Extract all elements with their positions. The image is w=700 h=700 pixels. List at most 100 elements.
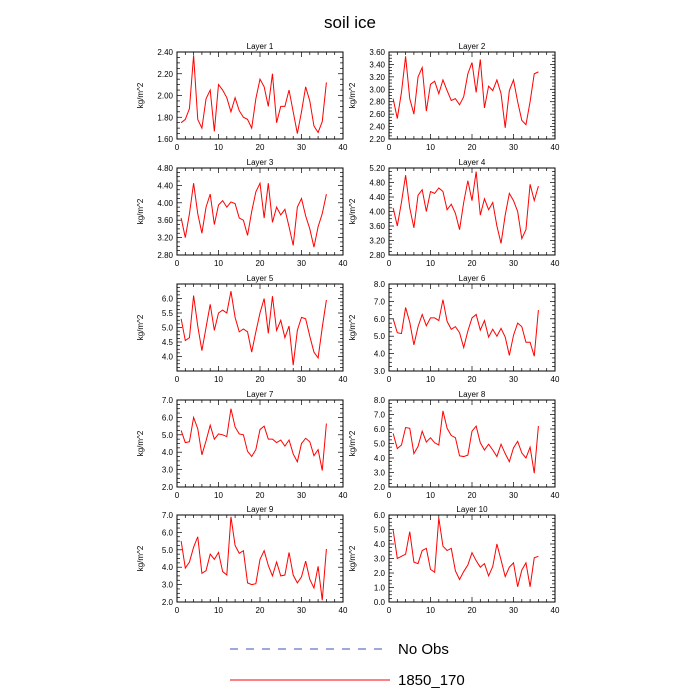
x-tick-label: 10 — [426, 375, 435, 384]
y-tick-label: 4.40 — [369, 193, 385, 202]
y-tick-label: 6.0 — [374, 315, 386, 324]
x-tick-label: 30 — [509, 491, 518, 500]
y-tick-label: 4.0 — [162, 353, 174, 362]
y-tick-label: 6.0 — [162, 295, 174, 304]
y-axis-label: kg/m^2 — [348, 198, 357, 224]
y-tick-label: 2.0 — [162, 483, 174, 492]
y-tick-label: 3.00 — [369, 85, 385, 94]
legend: No Obs 1850_170 — [230, 641, 465, 689]
x-tick-label: 40 — [339, 259, 348, 268]
x-tick-label: 40 — [551, 491, 560, 500]
y-tick-label: 3.20 — [369, 237, 385, 246]
panel-layer-3: Layer 3 kg/m^2 0 10 20 30 40 2.80 3.20 3.60 4.00 4.… — [136, 158, 348, 268]
y-tick-label: 3.60 — [157, 216, 173, 225]
y-tick-label: 7.0 — [374, 297, 386, 306]
x-tick-label: 0 — [175, 491, 180, 500]
y-tick-label: 3.20 — [369, 73, 385, 82]
y-tick-label: 4.0 — [374, 540, 386, 549]
series-line — [180, 516, 327, 601]
legend-label-1850-170: 1850_170 — [398, 672, 465, 689]
series-line — [180, 181, 327, 248]
y-axis-label: kg/m^2 — [136, 198, 145, 224]
x-tick-label: 10 — [214, 259, 223, 268]
legend-label-no-obs: No Obs — [398, 641, 449, 658]
y-tick-label: 6.0 — [374, 511, 386, 520]
panel-title: Layer 8 — [459, 390, 486, 399]
y-tick-label: 3.60 — [369, 222, 385, 231]
figure-title: soil ice — [324, 13, 376, 32]
x-tick-label: 30 — [297, 491, 306, 500]
series-line — [392, 56, 539, 128]
x-tick-label: 0 — [175, 143, 180, 152]
x-tick-label: 0 — [175, 375, 180, 384]
y-tick-label: 5.0 — [162, 324, 174, 333]
x-tick-label: 40 — [551, 375, 560, 384]
y-tick-label: 4.0 — [374, 350, 386, 359]
y-axis-label: kg/m^2 — [136, 82, 145, 108]
x-tick-label: 20 — [468, 375, 477, 384]
y-tick-label: 2.00 — [157, 92, 173, 101]
x-tick-label: 10 — [426, 606, 435, 615]
panel-title: Layer 6 — [459, 274, 486, 283]
x-tick-label: 0 — [387, 375, 392, 384]
y-tick-label: 3.40 — [369, 60, 385, 69]
x-tick-label: 10 — [214, 143, 223, 152]
y-tick-label: 3.0 — [374, 367, 386, 376]
x-tick-label: 10 — [214, 375, 223, 384]
y-tick-label: 2.60 — [369, 110, 385, 119]
x-tick-label: 40 — [339, 375, 348, 384]
x-tick-label: 30 — [509, 259, 518, 268]
y-tick-label: 7.0 — [162, 396, 174, 405]
y-axis-label: kg/m^2 — [348, 430, 357, 456]
x-tick-label: 40 — [339, 143, 348, 152]
y-tick-label: 7.0 — [162, 511, 174, 520]
y-tick-label: 2.0 — [374, 569, 386, 578]
y-tick-label: 2.20 — [157, 70, 173, 79]
panel-layer-6: Layer 6 kg/m^2 0 10 20 30 40 3.0 4.0 5.0 6.0 7.0 8.0 — [348, 274, 560, 384]
x-tick-label: 0 — [175, 606, 180, 615]
y-tick-label: 4.40 — [157, 181, 173, 190]
x-tick-label: 30 — [509, 375, 518, 384]
panel-layer-8: Layer 8 kg/m^2 0 10 20 30 40 2.0 3.0 4.0 5.0 6.0 7.0… — [348, 390, 560, 500]
panel-title: Layer 1 — [247, 42, 274, 51]
y-tick-label: 2.80 — [369, 98, 385, 107]
x-tick-label: 30 — [297, 143, 306, 152]
x-tick-label: 30 — [509, 606, 518, 615]
x-tick-label: 20 — [256, 606, 265, 615]
x-tick-label: 40 — [551, 143, 560, 152]
series-line — [180, 291, 327, 366]
y-tick-label: 2.0 — [162, 598, 174, 607]
y-tick-label: 7.0 — [374, 411, 386, 420]
y-tick-label: 2.40 — [157, 48, 173, 57]
x-tick-label: 20 — [256, 143, 265, 152]
x-tick-label: 0 — [387, 143, 392, 152]
x-tick-label: 10 — [426, 491, 435, 500]
panel-title: Layer 7 — [247, 390, 274, 399]
series-line — [392, 517, 539, 587]
panel-title: Layer 2 — [459, 42, 486, 51]
x-tick-label: 10 — [426, 143, 435, 152]
panel-layer-2: Layer 2 kg/m^2 0 10 20 30 40 2.20 2.40 2.60 2.80 3.… — [348, 42, 560, 152]
y-axis-label: kg/m^2 — [136, 545, 145, 571]
y-tick-label: 1.80 — [157, 113, 173, 122]
panel-title: Layer 9 — [247, 505, 274, 514]
series-line — [392, 299, 539, 357]
y-tick-label: 6.0 — [374, 425, 386, 434]
series-line — [392, 171, 539, 244]
y-tick-label: 2.20 — [369, 135, 385, 144]
y-tick-label: 5.5 — [162, 309, 174, 318]
x-tick-label: 20 — [256, 491, 265, 500]
x-tick-label: 20 — [256, 375, 265, 384]
y-tick-label: 4.0 — [162, 448, 174, 457]
y-axis-label: kg/m^2 — [136, 314, 145, 340]
y-tick-label: 4.0 — [162, 563, 174, 572]
y-tick-label: 2.80 — [369, 251, 385, 260]
y-tick-label: 3.0 — [162, 581, 174, 590]
y-tick-label: 8.0 — [374, 280, 386, 289]
panel-layer-1: Layer 1 kg/m^2 0 10 20 30 40 1.60 1.80 2.00 2.20 2.… — [136, 42, 348, 152]
y-tick-label: 1.60 — [157, 135, 173, 144]
y-axis-label: kg/m^2 — [348, 314, 357, 340]
panel-layer-10: Layer 10 kg/m^2 0 10 20 30 40 0.0 1.0 2.0 3.0 4.0 5.… — [348, 505, 560, 615]
x-tick-label: 20 — [468, 606, 477, 615]
